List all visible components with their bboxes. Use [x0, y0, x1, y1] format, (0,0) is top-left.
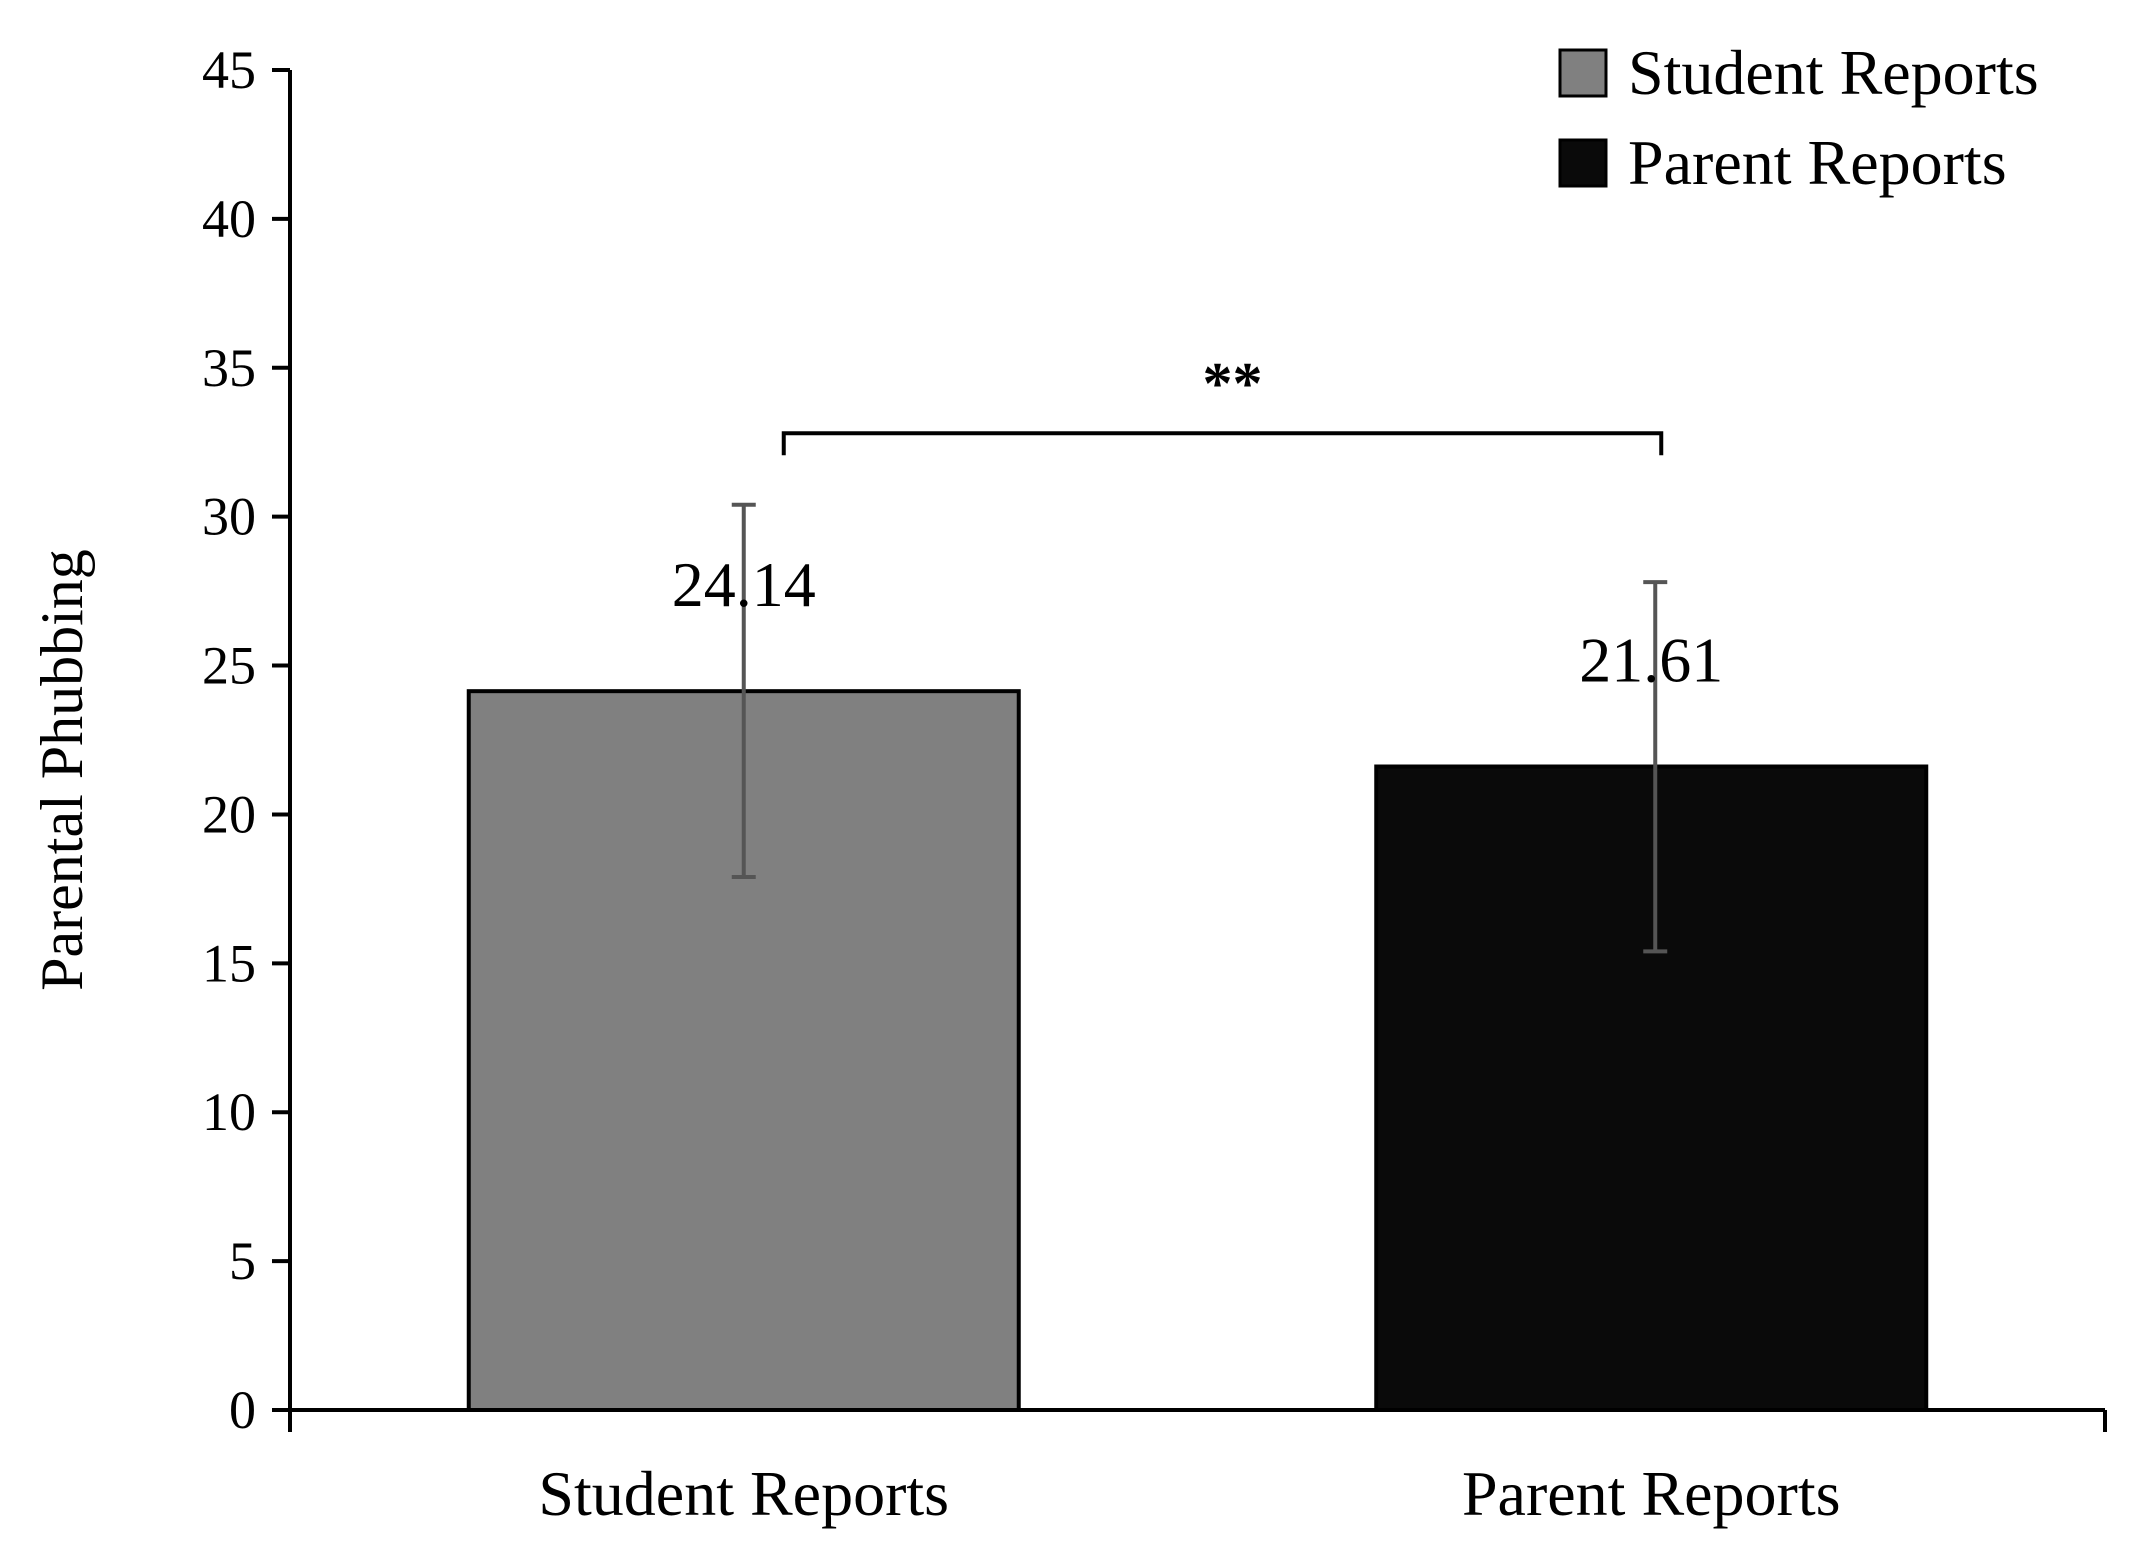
y-axis-label: Parental Phubbing — [29, 549, 95, 991]
legend-label-student-reports: Student Reports — [1628, 37, 2039, 108]
legend: Student Reports Parent Reports — [1558, 37, 2039, 198]
x-category-label-parent-reports: Parent Reports — [1462, 1458, 1841, 1529]
y-tick-label-0: 0 — [229, 1380, 256, 1440]
error-bars — [731, 502, 1668, 954]
bar-value-label-student-reports: 24.14 — [672, 549, 816, 620]
y-axis-ticks: 0 5 10 15 20 25 30 35 40 45 — [202, 40, 2107, 1440]
y-tick-label-40: 40 — [202, 189, 256, 249]
legend-swatch-parent-reports — [1558, 138, 1608, 188]
y-tick-label-10: 10 — [202, 1082, 256, 1142]
y-tick-label-15: 15 — [202, 933, 256, 993]
significance-marker: ** — [1203, 350, 1263, 416]
significance-bracket — [781, 431, 1664, 456]
bar-value-label-parent-reports: 21.61 — [1579, 625, 1723, 696]
bar-value-labels: 24.14 21.61 — [672, 549, 1724, 695]
x-category-label-student-reports: Student Reports — [538, 1458, 949, 1529]
bars — [466, 689, 1929, 1412]
significance-annotation: ** — [781, 350, 1664, 456]
y-tick-label-20: 20 — [202, 784, 256, 844]
y-tick-label-45: 45 — [202, 40, 256, 100]
y-tick-label-25: 25 — [202, 636, 256, 696]
x-category-labels: Student Reports Parent Reports — [538, 1458, 1840, 1529]
legend-swatch-student-reports — [1558, 48, 1608, 98]
bar-parent-reports — [1374, 764, 1929, 1412]
y-tick-label-35: 35 — [202, 338, 256, 398]
y-tick-label-5: 5 — [229, 1231, 256, 1291]
y-tick-label-30: 30 — [202, 487, 256, 547]
legend-label-parent-reports: Parent Reports — [1628, 127, 2007, 198]
